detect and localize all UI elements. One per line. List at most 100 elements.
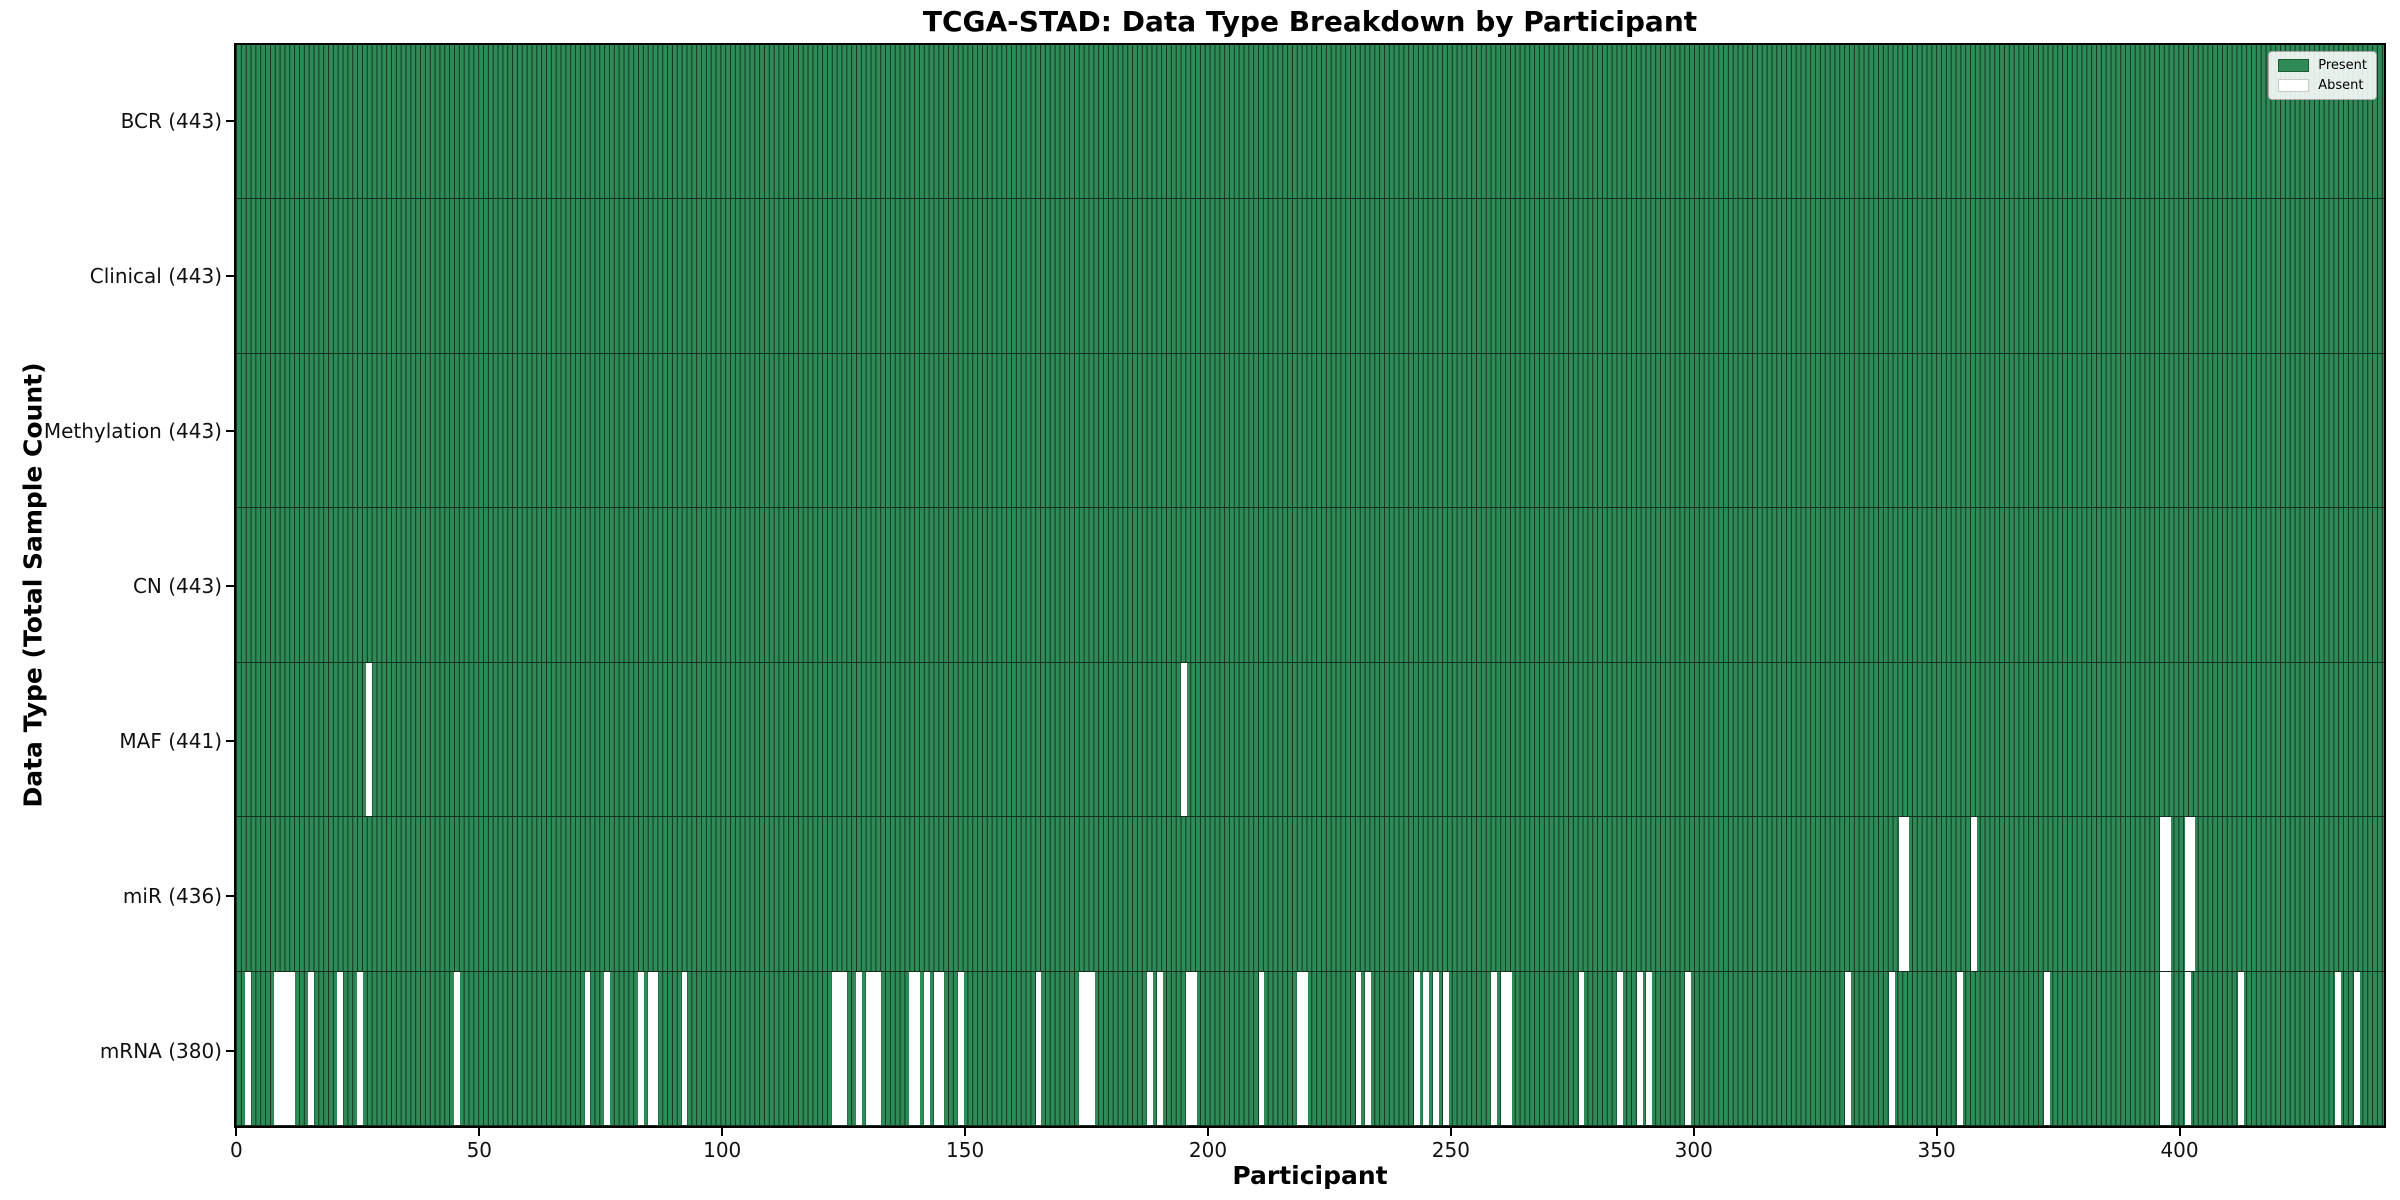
y-tick-label: miR (436): [122, 883, 222, 908]
y-tick-label: Clinical (443): [89, 263, 222, 288]
absent-mark: [356, 971, 363, 1125]
absent-mark: [366, 662, 373, 817]
absent-mark: [2160, 817, 2167, 971]
absent-mark: [924, 971, 930, 1125]
x-tick-label: 300: [1674, 1138, 1713, 1162]
absent-mark: [637, 971, 644, 1125]
absent-mark: [1258, 971, 1265, 1125]
y-tick-mark: [226, 274, 234, 277]
absent-mark: [2165, 971, 2172, 1125]
absent-mark: [2165, 817, 2172, 971]
x-tick-mark: [1449, 1128, 1452, 1136]
chart-title: TCGA-STAD: Data Type Breakdown by Partic…: [922, 5, 1698, 38]
present-swatch-icon: [2278, 59, 2310, 72]
plot-area: Present Absent: [234, 43, 2386, 1128]
x-tick-label: 350: [1917, 1138, 1956, 1162]
absent-mark: [836, 971, 843, 1125]
absent-mark: [1297, 971, 1304, 1125]
legend: Present Absent: [2268, 51, 2377, 100]
absent-mark: [1636, 971, 1643, 1125]
x-tick-label: 0: [230, 1138, 243, 1162]
absent-mark: [1617, 971, 1624, 1125]
data-row-BCR: [236, 45, 2384, 200]
x-tick-mark: [478, 1128, 481, 1136]
y-tick-label: CN (443): [132, 573, 222, 598]
x-tick-label: 250: [1431, 1138, 1470, 1162]
x-tick-mark: [964, 1128, 967, 1136]
x-tick-label: 50: [466, 1138, 493, 1162]
absent-mark: [1079, 971, 1086, 1125]
absent-mark: [1685, 971, 1692, 1125]
absent-mark: [909, 971, 916, 1125]
absent-mark: [283, 971, 290, 1125]
legend-item-present: Present: [2278, 58, 2367, 73]
absent-mark: [1088, 971, 1095, 1125]
legend-label-present: Present: [2318, 58, 2367, 73]
x-tick-label: 200: [1188, 1138, 1228, 1162]
y-tick-mark: [226, 584, 234, 587]
x-tick-mark: [1935, 1128, 1938, 1136]
absent-mark: [1898, 817, 1905, 971]
absent-mark: [2189, 817, 2196, 971]
absent-mark: [1903, 817, 1910, 971]
x-tick-mark: [235, 1128, 238, 1136]
absent-mark: [1578, 971, 1585, 1125]
absent-mark: [1302, 971, 1309, 1125]
absent-mark: [1084, 971, 1090, 1125]
absent-mark: [584, 971, 591, 1125]
absent-mark: [1423, 971, 1430, 1125]
y-tick-label: mRNA (380): [99, 1038, 222, 1063]
absent-mark: [2184, 971, 2191, 1125]
absent-mark: [1035, 971, 1042, 1125]
absent-mark: [647, 971, 654, 1125]
absent-mark: [681, 971, 688, 1125]
y-tick-label: BCR (443): [120, 108, 222, 133]
absent-mark: [914, 971, 921, 1125]
absent-mark: [2335, 971, 2341, 1125]
data-row-CN: [236, 508, 2384, 663]
absent-mark: [1971, 817, 1978, 971]
x-tick-mark: [721, 1128, 724, 1136]
absent-mark: [1888, 971, 1895, 1125]
absent-mark: [1365, 971, 1372, 1125]
absent-mark: [1505, 971, 1512, 1125]
x-tick-mark: [1206, 1128, 1209, 1136]
absent-mark: [1646, 971, 1653, 1125]
absent-mark: [245, 971, 252, 1125]
absent-mark: [841, 971, 848, 1125]
x-tick-label: 150: [946, 1138, 985, 1162]
absent-mark: [1190, 971, 1197, 1125]
y-tick-label: MAF (441): [119, 728, 222, 753]
absent-mark: [1185, 971, 1192, 1125]
x-tick-label: 400: [2160, 1138, 2199, 1162]
absent-mark: [288, 971, 295, 1125]
absent-mark: [2184, 817, 2191, 971]
x-tick-mark: [2178, 1128, 2181, 1136]
absent-mark: [957, 971, 964, 1125]
data-row-mRNA: [236, 971, 2384, 1126]
absent-mark: [933, 971, 940, 1125]
absent-mark: [1147, 971, 1153, 1125]
absent-mark: [604, 971, 610, 1125]
y-tick-label: Methylation (443): [43, 418, 222, 443]
absent-mark: [1413, 971, 1420, 1125]
absent-mark: [453, 971, 460, 1125]
absent-mark: [870, 971, 877, 1125]
absent-mark: [1181, 662, 1187, 817]
y-tick-mark: [226, 119, 234, 122]
absent-swatch-icon: [2278, 79, 2310, 92]
absent-mark: [875, 971, 882, 1125]
data-row-miR: [236, 817, 2384, 972]
legend-label-absent: Absent: [2318, 78, 2364, 93]
y-axis-label: Data Type (Total Sample Count): [18, 362, 48, 808]
data-row-Methylation: [236, 353, 2384, 509]
y-tick-mark: [226, 1049, 234, 1052]
absent-mark: [1442, 971, 1449, 1125]
data-row-MAF: [236, 662, 2384, 818]
y-tick-mark: [226, 894, 234, 897]
absent-mark: [1956, 971, 1963, 1125]
legend-item-absent: Absent: [2278, 78, 2367, 93]
absent-mark: [938, 971, 945, 1125]
x-axis-label: Participant: [1232, 1161, 1388, 1190]
